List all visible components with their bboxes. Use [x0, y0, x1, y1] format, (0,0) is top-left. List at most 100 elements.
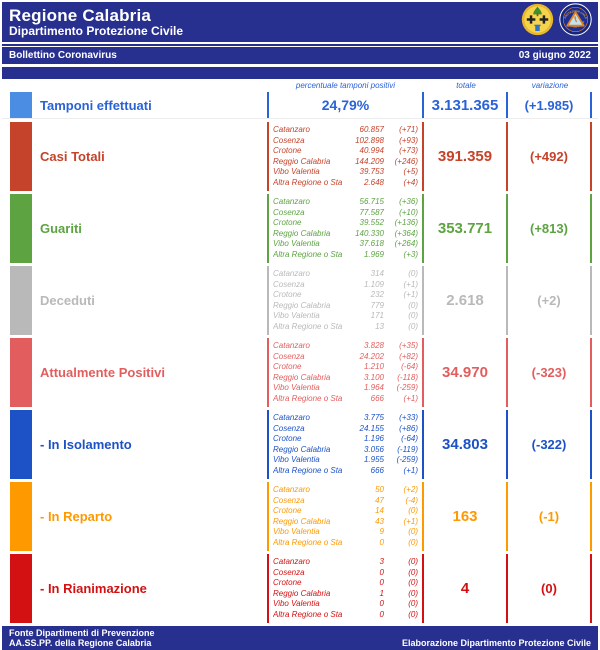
province-name: Vibo Valentia [273, 383, 320, 392]
row-color-swatch [10, 92, 32, 118]
row-variation: (-322) [508, 410, 592, 479]
footer-elaboration: Elaborazione Dipartimento Protezione Civ… [401, 638, 591, 648]
province-value: 3.775 [363, 413, 384, 422]
province-value: 37.618 [359, 239, 384, 248]
province-line: Crotone 40.994 (+73) [273, 146, 418, 157]
province-name: Crotone [273, 362, 302, 371]
province-name: Crotone [273, 290, 302, 299]
data-rows: Tamponi effettuati 24,79% 3.131.365 (+1.… [2, 90, 598, 623]
province-delta: (0) [408, 578, 418, 587]
province-line: Cosenza 1.109 (+1) [273, 280, 418, 291]
province-value: 0 [379, 537, 384, 547]
province-delta: (0) [408, 321, 418, 331]
province-delta: (+1) [403, 465, 418, 475]
province-line: Vibo Valentia 37.618 (+264) [273, 239, 418, 250]
province-line: Reggio Calabria 140.330 (+364) [273, 229, 418, 240]
province-name: Vibo Valentia [273, 311, 320, 320]
province-delta: (+86) [399, 423, 418, 433]
province-delta: (0) [408, 506, 418, 515]
province-value: 1.109 [363, 279, 384, 289]
province-line: Vibo Valentia 39.753 (+5) [273, 167, 418, 178]
province-delta: (+1) [403, 393, 418, 403]
province-name: Cosenza [273, 351, 305, 361]
province-value: 56.715 [359, 197, 384, 206]
province-delta: (+10) [399, 207, 418, 217]
province-line: Vibo Valentia 1.955 (-259) [273, 455, 418, 466]
province-value: 2.648 [363, 177, 384, 187]
footer-source: Fonte Dipartimenti di Prevenzione AA.SS.… [9, 628, 155, 648]
province-name: Altra Regione o Stato Estero [273, 249, 342, 259]
province-name: Vibo Valentia [273, 167, 320, 176]
province-value: 77.587 [359, 207, 384, 217]
province-breakdown: Catanzaro 3.828 (+35) Cosenza 24.202 (+82) Cro… [267, 338, 424, 407]
province-value: 1.196 [363, 434, 384, 443]
row-in-isolamento: - In Isolamento Catanzaro 3.775 (+33) Cosen… [2, 410, 598, 479]
province-delta: (-259) [396, 383, 418, 392]
province-name: Catanzaro [273, 485, 310, 494]
header-logos: PROTEZIONE CIVILE REGIONE CALABRIA [521, 1, 594, 41]
row-total: 391.359 [424, 122, 508, 191]
province-name: Crotone [273, 146, 302, 155]
province-name: Cosenza [273, 207, 305, 217]
province-name: Reggio Calabria [273, 156, 331, 166]
page-title: Regione Calabria [9, 5, 152, 25]
footer-source-line2: AA.SS.PP. della Regione Calabria [9, 638, 152, 648]
province-breakdown: Catanzaro 60.857 (+71) Cosenza 102.898 (+93) C… [267, 122, 424, 191]
province-delta: (+364) [394, 228, 418, 238]
province-value: 314 [370, 269, 384, 278]
province-value: 0 [379, 567, 384, 577]
row-label: Deceduti [40, 293, 95, 308]
bulletin-label: Bollettino Coronavirus [9, 50, 117, 61]
province-value: 50 [375, 485, 384, 494]
province-name: Crotone [273, 434, 302, 443]
province-value: 3 [379, 557, 384, 566]
footer-band: Fonte Dipartimenti di Prevenzione AA.SS.… [2, 626, 598, 650]
province-breakdown: Catanzaro 56.715 (+36) Cosenza 77.587 (+10) Cr… [267, 194, 424, 263]
row-label: Tamponi effettuati [40, 97, 152, 113]
province-line: Reggio Calabria 1 (0) [273, 589, 418, 600]
province-name: Reggio Calabria [273, 300, 331, 310]
province-value: 140.330 [355, 228, 384, 238]
province-name: Altra Regione o Stato Estero [273, 393, 342, 403]
province-delta: (+136) [394, 218, 418, 227]
province-name: Vibo Valentia [273, 599, 320, 608]
positive-swab-percentage: 24,79% [321, 97, 370, 113]
province-delta: (0) [408, 311, 418, 320]
row-variation: (-1) [508, 482, 592, 551]
row-total: 2.618 [424, 266, 508, 335]
row-casi-totali: Casi Totali Catanzaro 60.857 (+71) Cosenza 1… [2, 122, 598, 191]
province-name: Altra Regione o Stato Estero [273, 321, 342, 331]
province-delta: (-64) [401, 434, 418, 443]
province-line: Reggio Calabria 3.100 (-118) [273, 373, 418, 384]
province-value: 171 [370, 311, 384, 320]
row-color-swatch [10, 410, 32, 479]
province-value: 779 [370, 300, 384, 310]
province-value: 0 [379, 599, 384, 608]
province-line: Catanzaro 3.828 (+35) [273, 341, 418, 352]
province-line: Altra Regione o Stato Estero 13 (0) [273, 322, 418, 333]
province-line: Cosenza 24.155 (+86) [273, 424, 418, 435]
province-name: Cosenza [273, 135, 305, 145]
row-color-swatch [10, 122, 32, 191]
province-line: Catanzaro 50 (+2) [273, 485, 418, 496]
row-variation: (+1.985) [508, 92, 592, 118]
protezione-civile-logo-icon: PROTEZIONE CIVILE REGIONE CALABRIA [558, 1, 592, 41]
row-tamponi-effettuati: Tamponi effettuati 24,79% 3.131.365 (+1.… [2, 92, 598, 119]
province-value: 666 [370, 393, 384, 403]
row-total: 163 [424, 482, 508, 551]
province-value: 3.056 [363, 444, 384, 454]
province-value: 60.857 [359, 125, 384, 134]
province-line: Catanzaro 314 (0) [273, 269, 418, 280]
province-name: Reggio Calabria [273, 444, 331, 454]
province-delta: (+5) [403, 167, 418, 176]
province-name: Cosenza [273, 279, 305, 289]
row-color-swatch [10, 266, 32, 335]
province-line: Crotone 1.210 (-64) [273, 362, 418, 373]
province-delta: (+35) [399, 341, 418, 350]
row-in-reparto: - In Reparto Catanzaro 50 (+2) Cosenza 47 (-4… [2, 482, 598, 551]
row-color-swatch [10, 338, 32, 407]
province-line: Cosenza 102.898 (+93) [273, 136, 418, 147]
province-line: Catanzaro 3 (0) [273, 557, 418, 568]
province-delta: (0) [408, 269, 418, 278]
row-total: 3.131.365 [424, 92, 508, 118]
